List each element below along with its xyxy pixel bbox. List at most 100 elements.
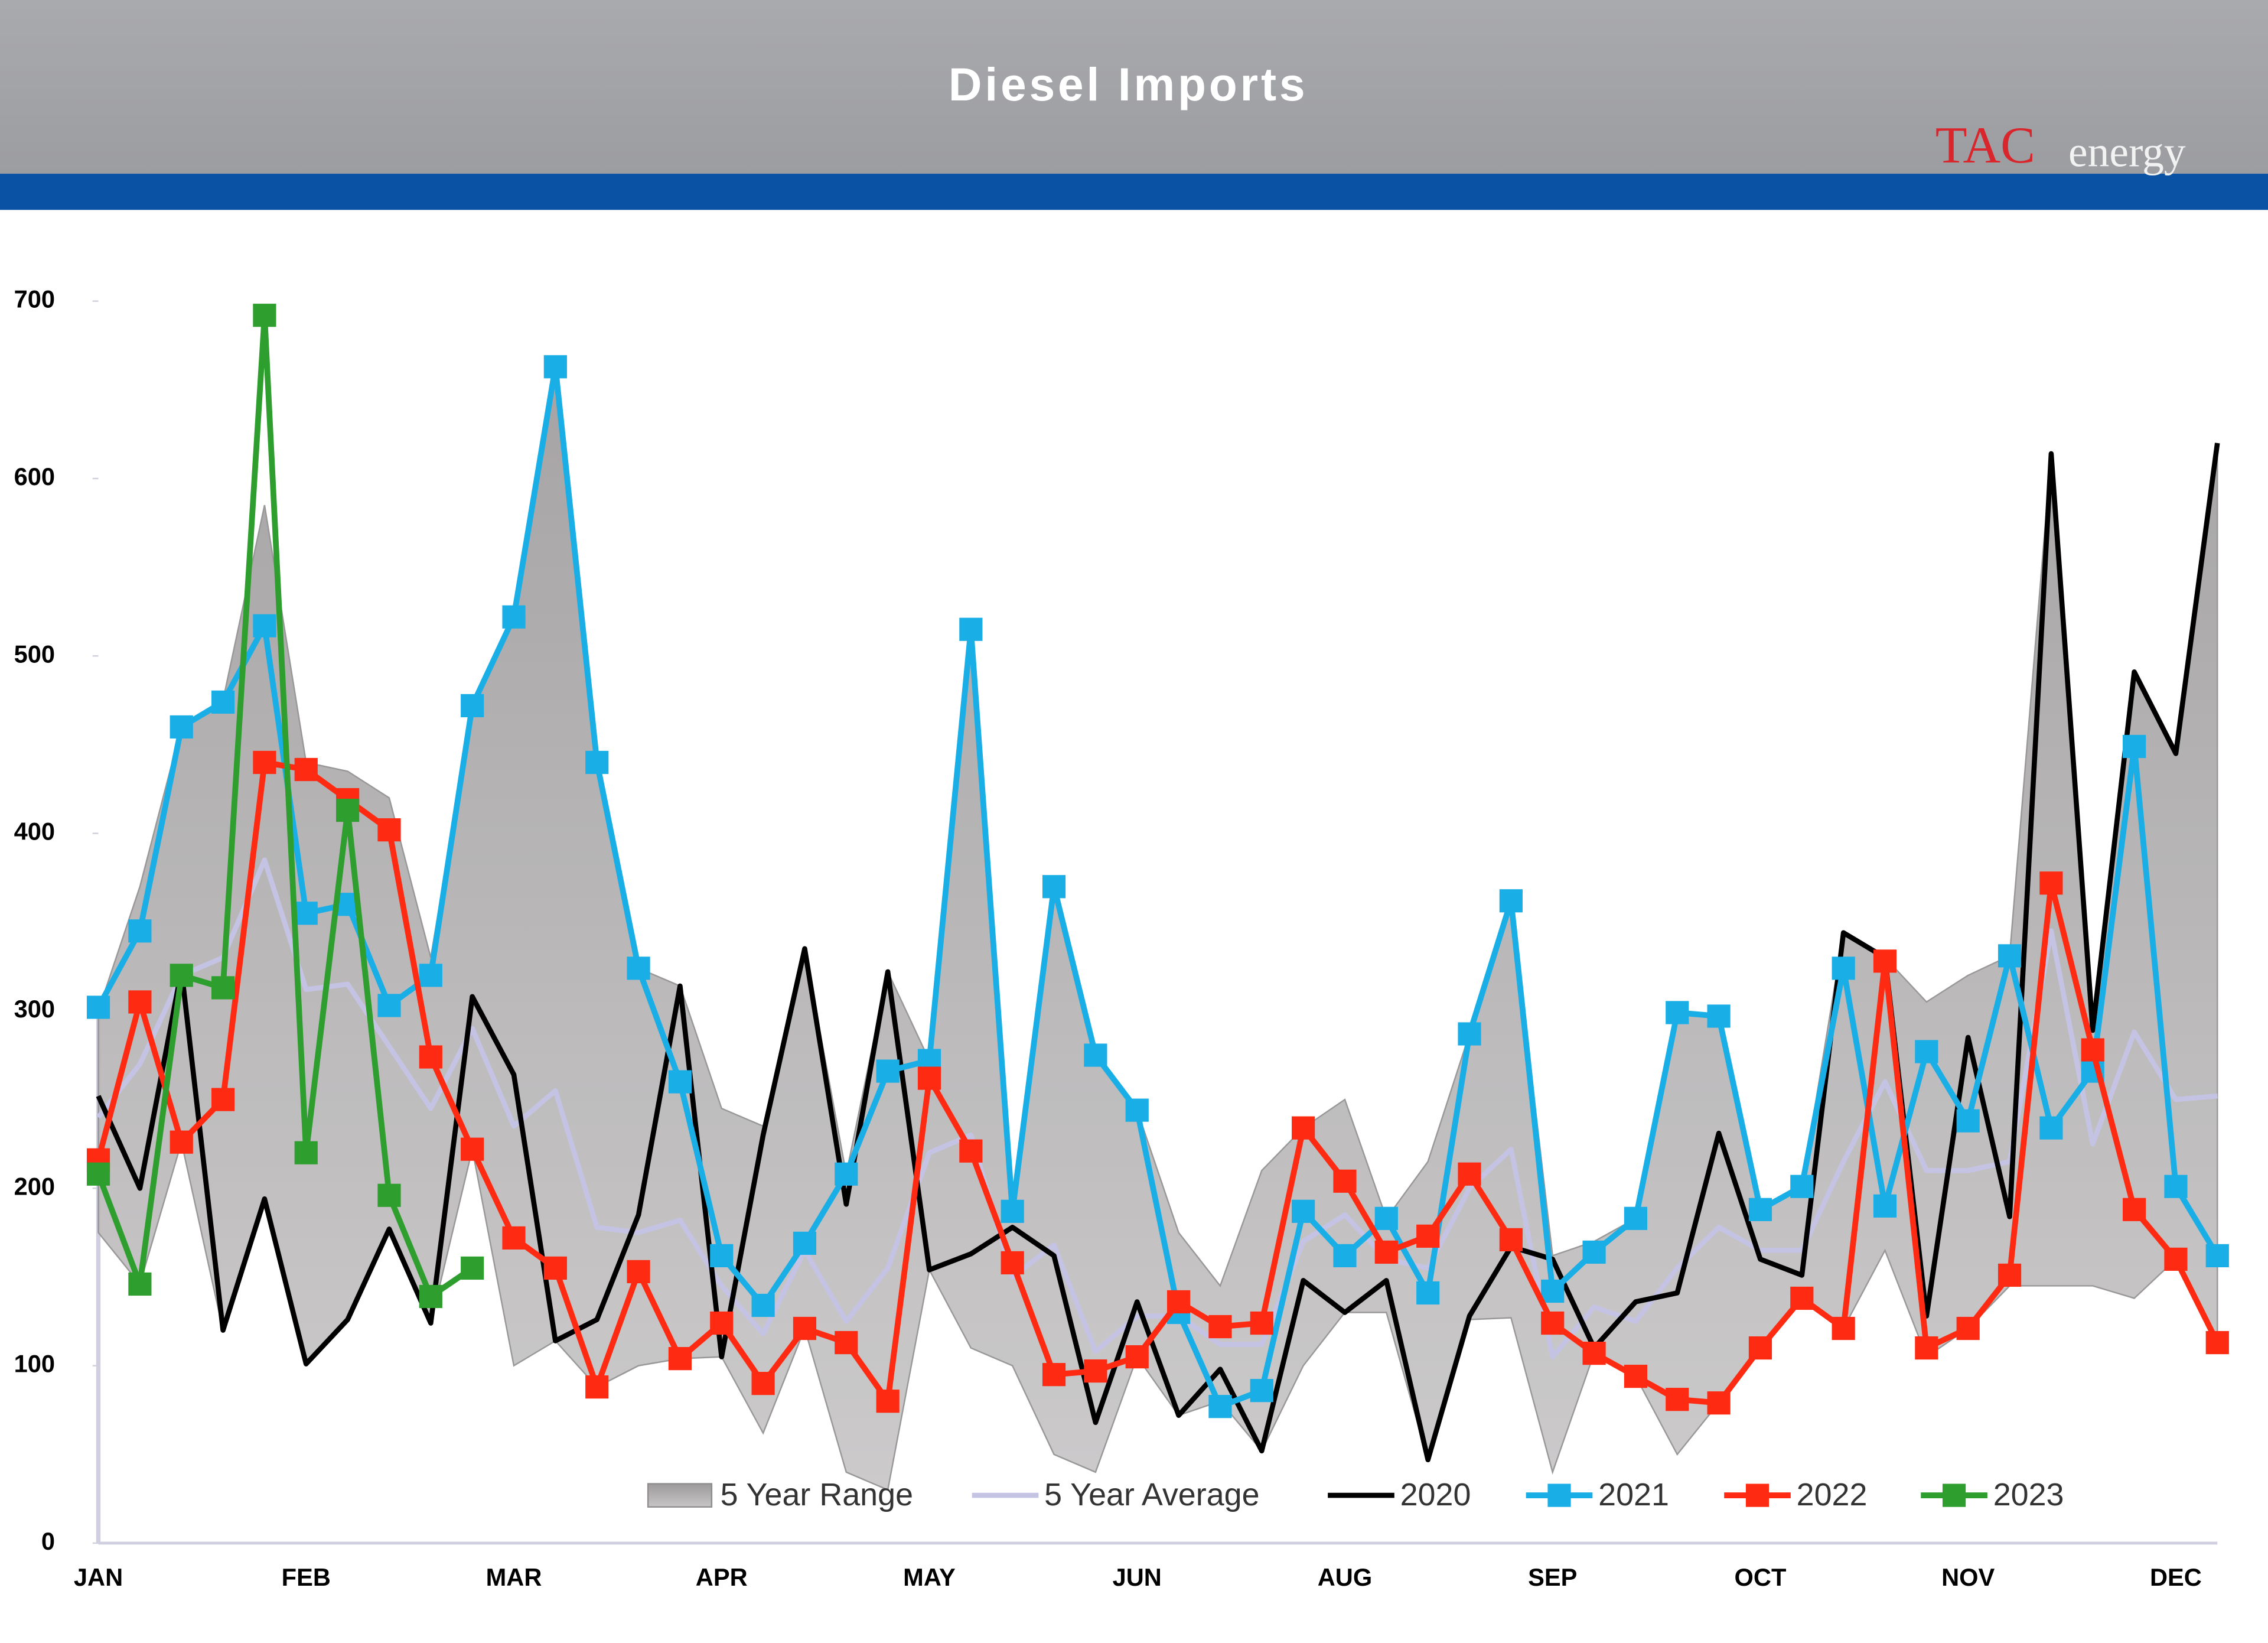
point-marker [1666,1388,1689,1411]
point-marker [461,694,484,717]
point-marker [211,690,235,714]
point-marker [1915,1040,1938,1063]
point-marker [253,304,276,327]
y-tick-label: 500 [14,640,55,668]
point-marker [1582,1240,1606,1264]
point-marker [377,1183,401,1207]
logo-brand: TAC [1935,116,2035,174]
point-marker [1832,956,1855,980]
y-tick-label: 600 [14,463,55,490]
point-marker [1001,1199,1024,1223]
point-marker [1832,1316,1855,1341]
x-tick-label: NOV [1941,1563,1995,1591]
point-marker [1292,1116,1315,1140]
point-marker [710,1311,734,1335]
point-marker [1374,1240,1398,1264]
point-marker [461,1256,484,1280]
legend-marker [1942,1483,1966,1507]
point-marker [876,1059,900,1083]
y-tick-label: 100 [14,1350,55,1378]
point-marker [128,1272,152,1296]
point-marker [377,994,401,1017]
point-marker [253,750,276,775]
point-marker [1166,1290,1191,1314]
y-tick-label: 400 [14,818,55,845]
point-marker [1250,1311,1273,1335]
point-marker [2164,1247,2188,1271]
point-marker [1333,1244,1357,1268]
point-marker [1374,1206,1398,1230]
point-marker [1208,1315,1232,1339]
header-band [0,0,2268,174]
y-tick-label: 0 [41,1527,55,1555]
point-marker [1208,1395,1232,1418]
series-line [96,363,2220,1410]
y-tick-label: 300 [14,995,55,1023]
point-marker [1541,1311,1565,1335]
chart-title: Diesel Imports [949,58,1308,110]
point-marker [294,757,318,782]
point-marker [1333,1169,1357,1193]
point-marker [917,1066,941,1090]
point-marker [1499,1228,1523,1251]
point-marker [2205,1330,2229,1355]
legend-swatch [647,1483,713,1508]
point-marker [377,818,401,842]
point-marker [2122,1198,2146,1221]
point-marker [1707,1391,1731,1415]
point-marker [419,1284,442,1309]
x-tick-label: JUN [1113,1563,1162,1591]
point-marker [1873,1194,1897,1218]
point-marker [876,1390,900,1413]
point-marker [710,1244,734,1268]
point-marker [86,1162,110,1186]
point-marker [211,1088,235,1111]
point-marker [1084,1043,1107,1067]
legend-label: 2023 [1993,1477,2064,1512]
point-marker [461,1137,484,1161]
point-marker [128,919,152,943]
legend-label: 2021 [1598,1477,1669,1512]
point-marker [585,750,609,775]
x-tick-label: MAR [486,1563,542,1591]
point-marker [502,1226,526,1250]
point-marker [1250,1379,1273,1403]
legend-label: 2020 [1400,1477,1471,1512]
point-marker [1458,1022,1481,1046]
point-marker [668,1070,692,1094]
y-tick-label: 200 [14,1172,55,1200]
point-marker [1790,1286,1814,1310]
legend-label: 2022 [1797,1477,1868,1512]
series-line [96,443,2220,1463]
point-marker [336,798,360,822]
point-marker [1125,1345,1149,1369]
point-marker [1956,1109,1980,1133]
point-marker [170,964,193,987]
range-area [97,366,2218,1491]
point-marker [959,617,983,641]
point-marker [1458,1162,1481,1186]
point-marker [211,976,235,1000]
point-marker [419,1045,442,1069]
point-marker [793,1231,817,1255]
point-marker [543,1256,567,1280]
point-marker [1748,1336,1772,1360]
point-marker [835,1162,858,1186]
point-marker [1292,1199,1315,1223]
point-marker [751,1372,775,1395]
point-marker [1042,875,1066,899]
x-tick-label: FEB [282,1563,331,1591]
point-marker [1666,1001,1689,1024]
x-tick-label: JAN [74,1563,123,1591]
point-marker [2039,1116,2063,1140]
point-marker [1997,944,2022,968]
point-marker [1042,1363,1066,1387]
legend-marker [1745,1483,1770,1507]
point-marker [1997,1263,2022,1287]
point-marker [1084,1359,1107,1383]
point-marker [1125,1098,1149,1122]
x-tick-label: DEC [2150,1563,2202,1591]
point-marker [2122,734,2146,759]
point-marker [170,715,193,739]
